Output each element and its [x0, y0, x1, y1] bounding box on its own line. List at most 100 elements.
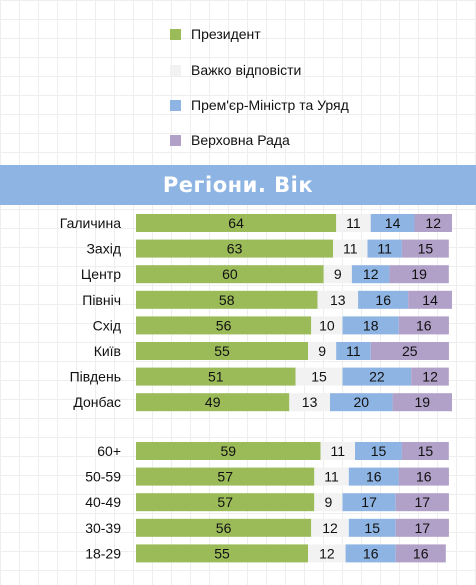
- bar-segment-hard-to-say: [317, 290, 359, 309]
- bar-segment-hard-to-say: [311, 518, 349, 537]
- data-label-hard-to-say: 13: [330, 292, 346, 308]
- data-label-pm-govt: 12: [363, 266, 379, 282]
- legend-item-pm-govt: Прем'єр-Міністр та Уряд: [170, 95, 349, 115]
- data-label-pm-govt: 16: [366, 469, 382, 485]
- data-label-parliament: 16: [413, 545, 429, 561]
- data-label-president: 59: [221, 443, 237, 459]
- data-label-pm-govt: 16: [375, 292, 391, 308]
- category-label: Донбас: [73, 394, 121, 410]
- bar-segment-parliament: [411, 367, 449, 386]
- data-label-president: 57: [217, 494, 233, 510]
- data-label-president: 49: [205, 394, 221, 410]
- bar-segment-hard-to-say: [336, 214, 371, 232]
- data-label-pm-govt: 16: [363, 545, 379, 561]
- data-label-parliament: 15: [418, 241, 434, 257]
- data-label-parliament: 17: [415, 494, 431, 510]
- data-label-pm-govt: 15: [364, 520, 380, 536]
- bar-segment-parliament: [408, 290, 452, 309]
- data-label-hard-to-say: 12: [322, 520, 338, 536]
- bar-segment-president: [136, 316, 312, 335]
- category-label: 50-59: [85, 469, 121, 485]
- bar-segment-hard-to-say: [289, 393, 330, 412]
- bar-segment-pm-govt: [348, 518, 396, 537]
- bar-segment-pm-govt: [370, 214, 415, 232]
- bar-segment-hard-to-say: [314, 493, 343, 512]
- category-label: Центр: [81, 266, 121, 282]
- bar-segment-president: [136, 467, 315, 486]
- data-label-parliament: 25: [402, 343, 418, 359]
- category-label: 30-39: [85, 520, 121, 536]
- category-label: 60+: [97, 443, 121, 459]
- category-label: Київ: [94, 343, 121, 359]
- bar-segment-parliament: [392, 393, 452, 412]
- category-label: 40-49: [85, 494, 121, 510]
- bar-segment-parliament: [398, 467, 449, 486]
- data-label-pm-govt: 14: [385, 215, 401, 231]
- legend-item-president: Президент: [170, 24, 261, 44]
- data-label-hard-to-say: 9: [325, 494, 333, 510]
- data-label-pm-govt: 20: [354, 394, 370, 410]
- bar-segment-parliament: [389, 265, 449, 284]
- bar-segment-hard-to-say: [323, 265, 352, 284]
- data-label-hard-to-say: 13: [302, 394, 318, 410]
- data-label-parliament: 16: [416, 317, 432, 333]
- category-label: Галичина: [60, 215, 121, 231]
- data-label-hard-to-say: 11: [331, 443, 346, 459]
- data-label-president: 64: [228, 215, 244, 231]
- data-label-president: 58: [219, 292, 235, 308]
- bar-segment-pm-govt: [358, 290, 409, 309]
- legend-label-president: Президент: [191, 26, 261, 42]
- data-label-parliament: 12: [422, 369, 438, 385]
- bar-segment-pm-govt: [351, 265, 390, 284]
- data-label-parliament: 16: [416, 469, 432, 485]
- data-label-hard-to-say: 15: [311, 369, 327, 385]
- data-label-pm-govt: 11: [377, 241, 392, 257]
- legend-swatch-president: [170, 28, 181, 40]
- data-label-parliament: 12: [425, 215, 441, 231]
- bar-segment-pm-govt: [342, 316, 399, 335]
- bar-segment-pm-govt: [342, 367, 412, 386]
- data-label-pm-govt: 18: [363, 317, 379, 333]
- chart-title: Регіони. Вік: [162, 173, 314, 197]
- data-label-president: 56: [216, 520, 232, 536]
- legend-item-hard-to-say: Важко відповісти: [170, 60, 301, 80]
- bar-segment-president: [136, 367, 296, 386]
- data-label-hard-to-say: 11: [324, 469, 339, 485]
- bar-segment-president: [136, 393, 290, 412]
- data-label-pm-govt: 15: [371, 443, 387, 459]
- bar-segment-parliament: [395, 544, 446, 563]
- data-label-hard-to-say: 12: [319, 545, 335, 561]
- bar-segment-president: [136, 214, 337, 232]
- legend-swatch-parliament: [170, 134, 181, 146]
- data-label-president: 56: [216, 317, 232, 333]
- legend-swatch-pm-govt: [170, 99, 181, 111]
- legend-label-parliament: Верховна Рада: [191, 132, 290, 148]
- data-label-pm-govt: 17: [361, 494, 377, 510]
- bar-segment-president: [136, 442, 321, 460]
- bar-segment-hard-to-say: [295, 367, 343, 386]
- data-label-hard-to-say: 9: [318, 343, 326, 359]
- bar-segment-president: [136, 342, 309, 360]
- category-label: 18-29: [85, 545, 121, 561]
- data-label-hard-to-say: 10: [319, 317, 335, 333]
- bar-segment-pm-govt: [367, 239, 402, 258]
- category-label: Схід: [93, 317, 121, 333]
- bar-segment-president: [136, 518, 312, 537]
- data-label-president: 55: [214, 343, 230, 359]
- data-label-parliament: 19: [415, 394, 431, 410]
- bar-segment-hard-to-say: [314, 467, 349, 486]
- data-label-president: 51: [208, 369, 224, 385]
- bar-segment-hard-to-say: [333, 239, 368, 258]
- bar-segment-president: [136, 290, 318, 309]
- bar-segment-president: [136, 544, 309, 563]
- data-label-president: 57: [217, 469, 233, 485]
- data-label-pm-govt: 22: [369, 369, 385, 385]
- bar-segment-parliament: [398, 316, 449, 335]
- bar-segment-pm-govt: [330, 393, 393, 412]
- bar-segment-hard-to-say: [308, 342, 337, 360]
- bar-segment-pm-govt: [345, 544, 396, 563]
- category-label: Північ: [82, 292, 121, 308]
- data-label-parliament: 17: [415, 520, 431, 536]
- bar-segment-president: [136, 265, 324, 284]
